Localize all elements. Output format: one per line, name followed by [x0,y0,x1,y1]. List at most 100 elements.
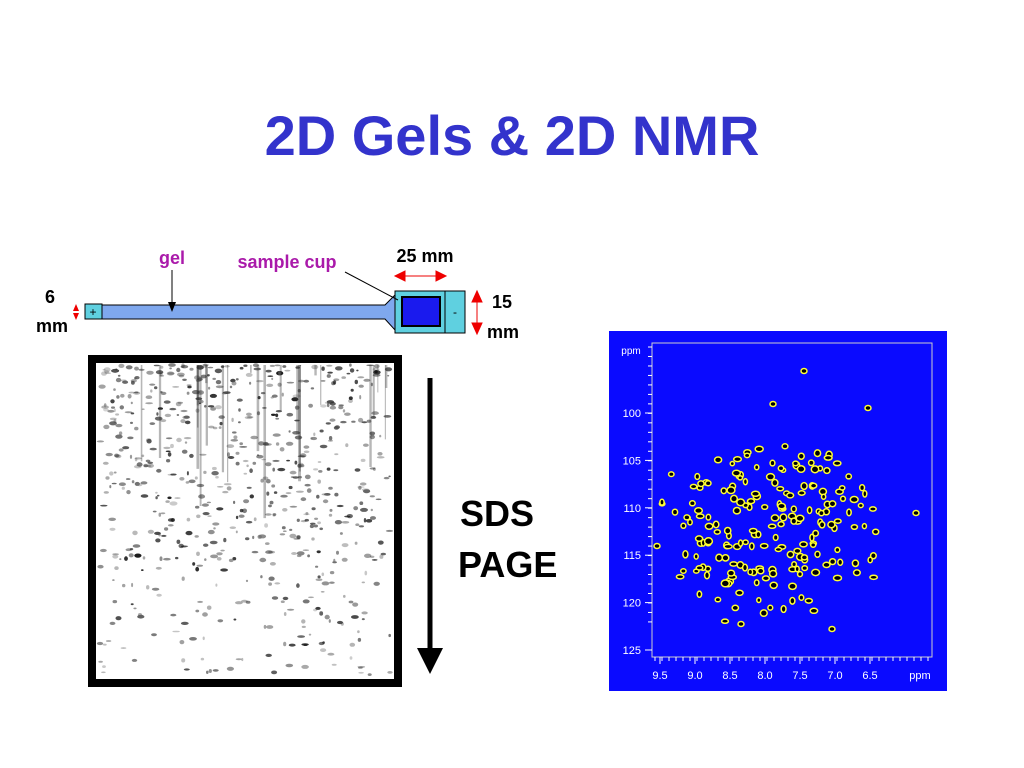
nmr-peak [771,478,779,487]
gel-spot [179,477,185,481]
gel-spot [303,445,310,449]
gel-strip [101,293,396,332]
gel-spot [363,378,371,382]
gel-spot [333,558,336,564]
nmr-peak [693,553,699,560]
strip-diagram: + - gel sample cup 25 mm 6 mm 15 mm [36,246,519,342]
gel-spot [334,425,340,429]
gel-spot [216,552,223,556]
gel-spot [124,411,133,414]
nmr-peak [772,533,779,542]
gel-spot [315,565,319,568]
gel-spot [374,364,380,369]
gel-spot [215,475,219,479]
gel-spot [284,369,291,372]
nmr-peak [777,465,785,472]
gel-spot [349,368,355,373]
gel-spot [317,521,321,525]
gel-spot [204,558,207,561]
length-label: 25 mm [396,246,453,266]
gel-spot [297,463,302,468]
gel-spot [280,494,288,498]
gel-spot [289,505,298,508]
gel-spot [252,461,257,465]
gel-spot [202,511,210,516]
gel-spot [120,393,125,398]
gel-spot [124,556,128,561]
gel-spot [160,365,164,369]
nmr-peak [667,471,675,478]
right-dim-unit: mm [487,322,519,342]
nmr-y-tick-label: 120 [623,598,641,610]
gel-spot [298,379,305,383]
gel-spot [166,459,171,463]
gel-spot [263,443,270,446]
gel-spot [222,391,231,394]
gel-spot [159,556,163,561]
gel-spot [118,431,123,436]
gel-spot [342,409,346,413]
gel-spot [283,641,287,647]
nmr-peak [810,465,820,474]
gel-spot [324,401,330,404]
gel-spot [195,609,200,613]
gel-spot [282,365,287,368]
gel-spot [289,470,297,475]
gel-spot [226,444,235,448]
gel-spot [150,389,153,393]
gel-spot [311,537,315,541]
gel-spot [370,415,377,419]
nmr-peak [695,565,704,571]
gel-spot [175,556,179,560]
gel-spot [361,611,368,615]
gel-spot [168,363,176,367]
gel-spot [137,483,143,487]
gel-spot [271,377,274,381]
nmr-peak [788,582,797,591]
gel-spot [325,422,331,425]
gel-spot [249,494,254,499]
gel-spot [296,554,302,558]
gel-spot [155,370,164,375]
gel-spots [96,363,394,676]
gel-spot [245,520,253,524]
gel-spot [176,437,182,443]
gel-spot [387,374,390,377]
gel-spot [264,513,272,516]
gel-spot [126,490,131,495]
gel-spot [209,393,217,398]
gel-spot [272,459,280,462]
nmr-peak [729,460,736,467]
gel-spot [271,596,279,600]
gel-spot [288,643,296,647]
gel-spot [322,499,329,504]
gel-spot [98,384,106,389]
nmr-peak [693,507,704,515]
gel-spot [242,508,248,514]
gel-spot [178,374,185,378]
sds-arrow-head [417,648,443,674]
nmr-x-unit: ppm [909,670,930,682]
nmr-peak [726,486,736,495]
gel-spot [215,583,218,587]
nmr-peak [862,489,868,498]
gel-spot [122,583,126,588]
gel-spot [231,417,234,422]
gel-spot [241,599,248,603]
gel-spot [187,385,192,389]
nmr-y-unit: ppm [621,346,640,357]
nmr-peak [795,514,805,523]
gel-spot [185,530,193,536]
gel-spot [272,513,277,516]
gel-spot [379,554,384,559]
slide-title: 2D Gels & 2D NMR [265,104,760,167]
nmr-peak [750,490,761,498]
gel-spot [385,529,394,532]
gel-spot [192,562,196,566]
gel-spot [119,405,125,410]
nmr-peak [683,514,691,521]
gel-spot [316,494,320,499]
gel-spot [352,602,359,607]
gel-spot [340,420,347,424]
gel-spot [285,663,294,668]
